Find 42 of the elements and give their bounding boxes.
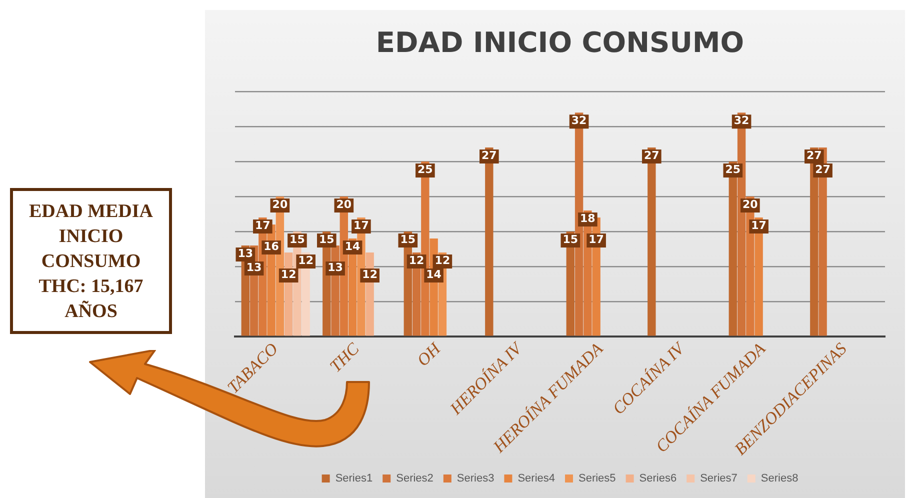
data-label: 20 bbox=[742, 198, 758, 211]
text: EDAD MEDIA INICIO CONSUMO THC: 15,167 AÑOS bbox=[10, 188, 172, 334]
legend-label: Series5 bbox=[578, 472, 616, 485]
data-label: 13 bbox=[238, 246, 254, 260]
data-label: 25 bbox=[725, 162, 741, 176]
data-label: 12 bbox=[434, 254, 450, 267]
data-label: 12 bbox=[408, 254, 424, 267]
data-label: 13 bbox=[328, 260, 343, 274]
data-label: 15 bbox=[290, 232, 305, 246]
data-label: 18 bbox=[580, 212, 596, 225]
data-label: 15 bbox=[562, 232, 578, 246]
data-label: 17 bbox=[354, 218, 369, 232]
data-label: 12 bbox=[298, 254, 314, 267]
chart-title: EDAD INICIO CONSUMO bbox=[376, 26, 744, 60]
legend-label: Series2 bbox=[396, 472, 434, 485]
data-label: 27 bbox=[806, 148, 822, 162]
data-label: 17 bbox=[751, 218, 766, 232]
data-label: 15 bbox=[319, 232, 334, 246]
data-label: 20 bbox=[336, 198, 352, 211]
data-label: 27 bbox=[482, 148, 497, 162]
data-label: 17 bbox=[255, 218, 270, 232]
data-label: 27 bbox=[644, 148, 660, 162]
data-label: 13 bbox=[246, 260, 262, 274]
legend-label: Series4 bbox=[518, 472, 555, 485]
data-label: 14 bbox=[344, 240, 361, 253]
x-tick-label: OH bbox=[413, 338, 446, 370]
data-label: 27 bbox=[815, 162, 830, 176]
legend-label: Series7 bbox=[700, 472, 738, 485]
data-label: 20 bbox=[272, 198, 288, 211]
data-label: 12 bbox=[362, 268, 378, 281]
data-label: 15 bbox=[400, 232, 416, 246]
legend-label: Series8 bbox=[760, 472, 798, 485]
data-label: 14 bbox=[426, 268, 442, 281]
data-label: 32 bbox=[571, 114, 587, 127]
legend-label: Series1 bbox=[335, 472, 373, 485]
data-label: 16 bbox=[264, 240, 280, 253]
data-label: 12 bbox=[280, 268, 296, 281]
data-label: 25 bbox=[418, 162, 433, 176]
data-label: 17 bbox=[588, 232, 604, 246]
data-label: 32 bbox=[734, 114, 750, 127]
legend-label: Series3 bbox=[456, 472, 494, 485]
legend-label: Series6 bbox=[639, 472, 677, 485]
